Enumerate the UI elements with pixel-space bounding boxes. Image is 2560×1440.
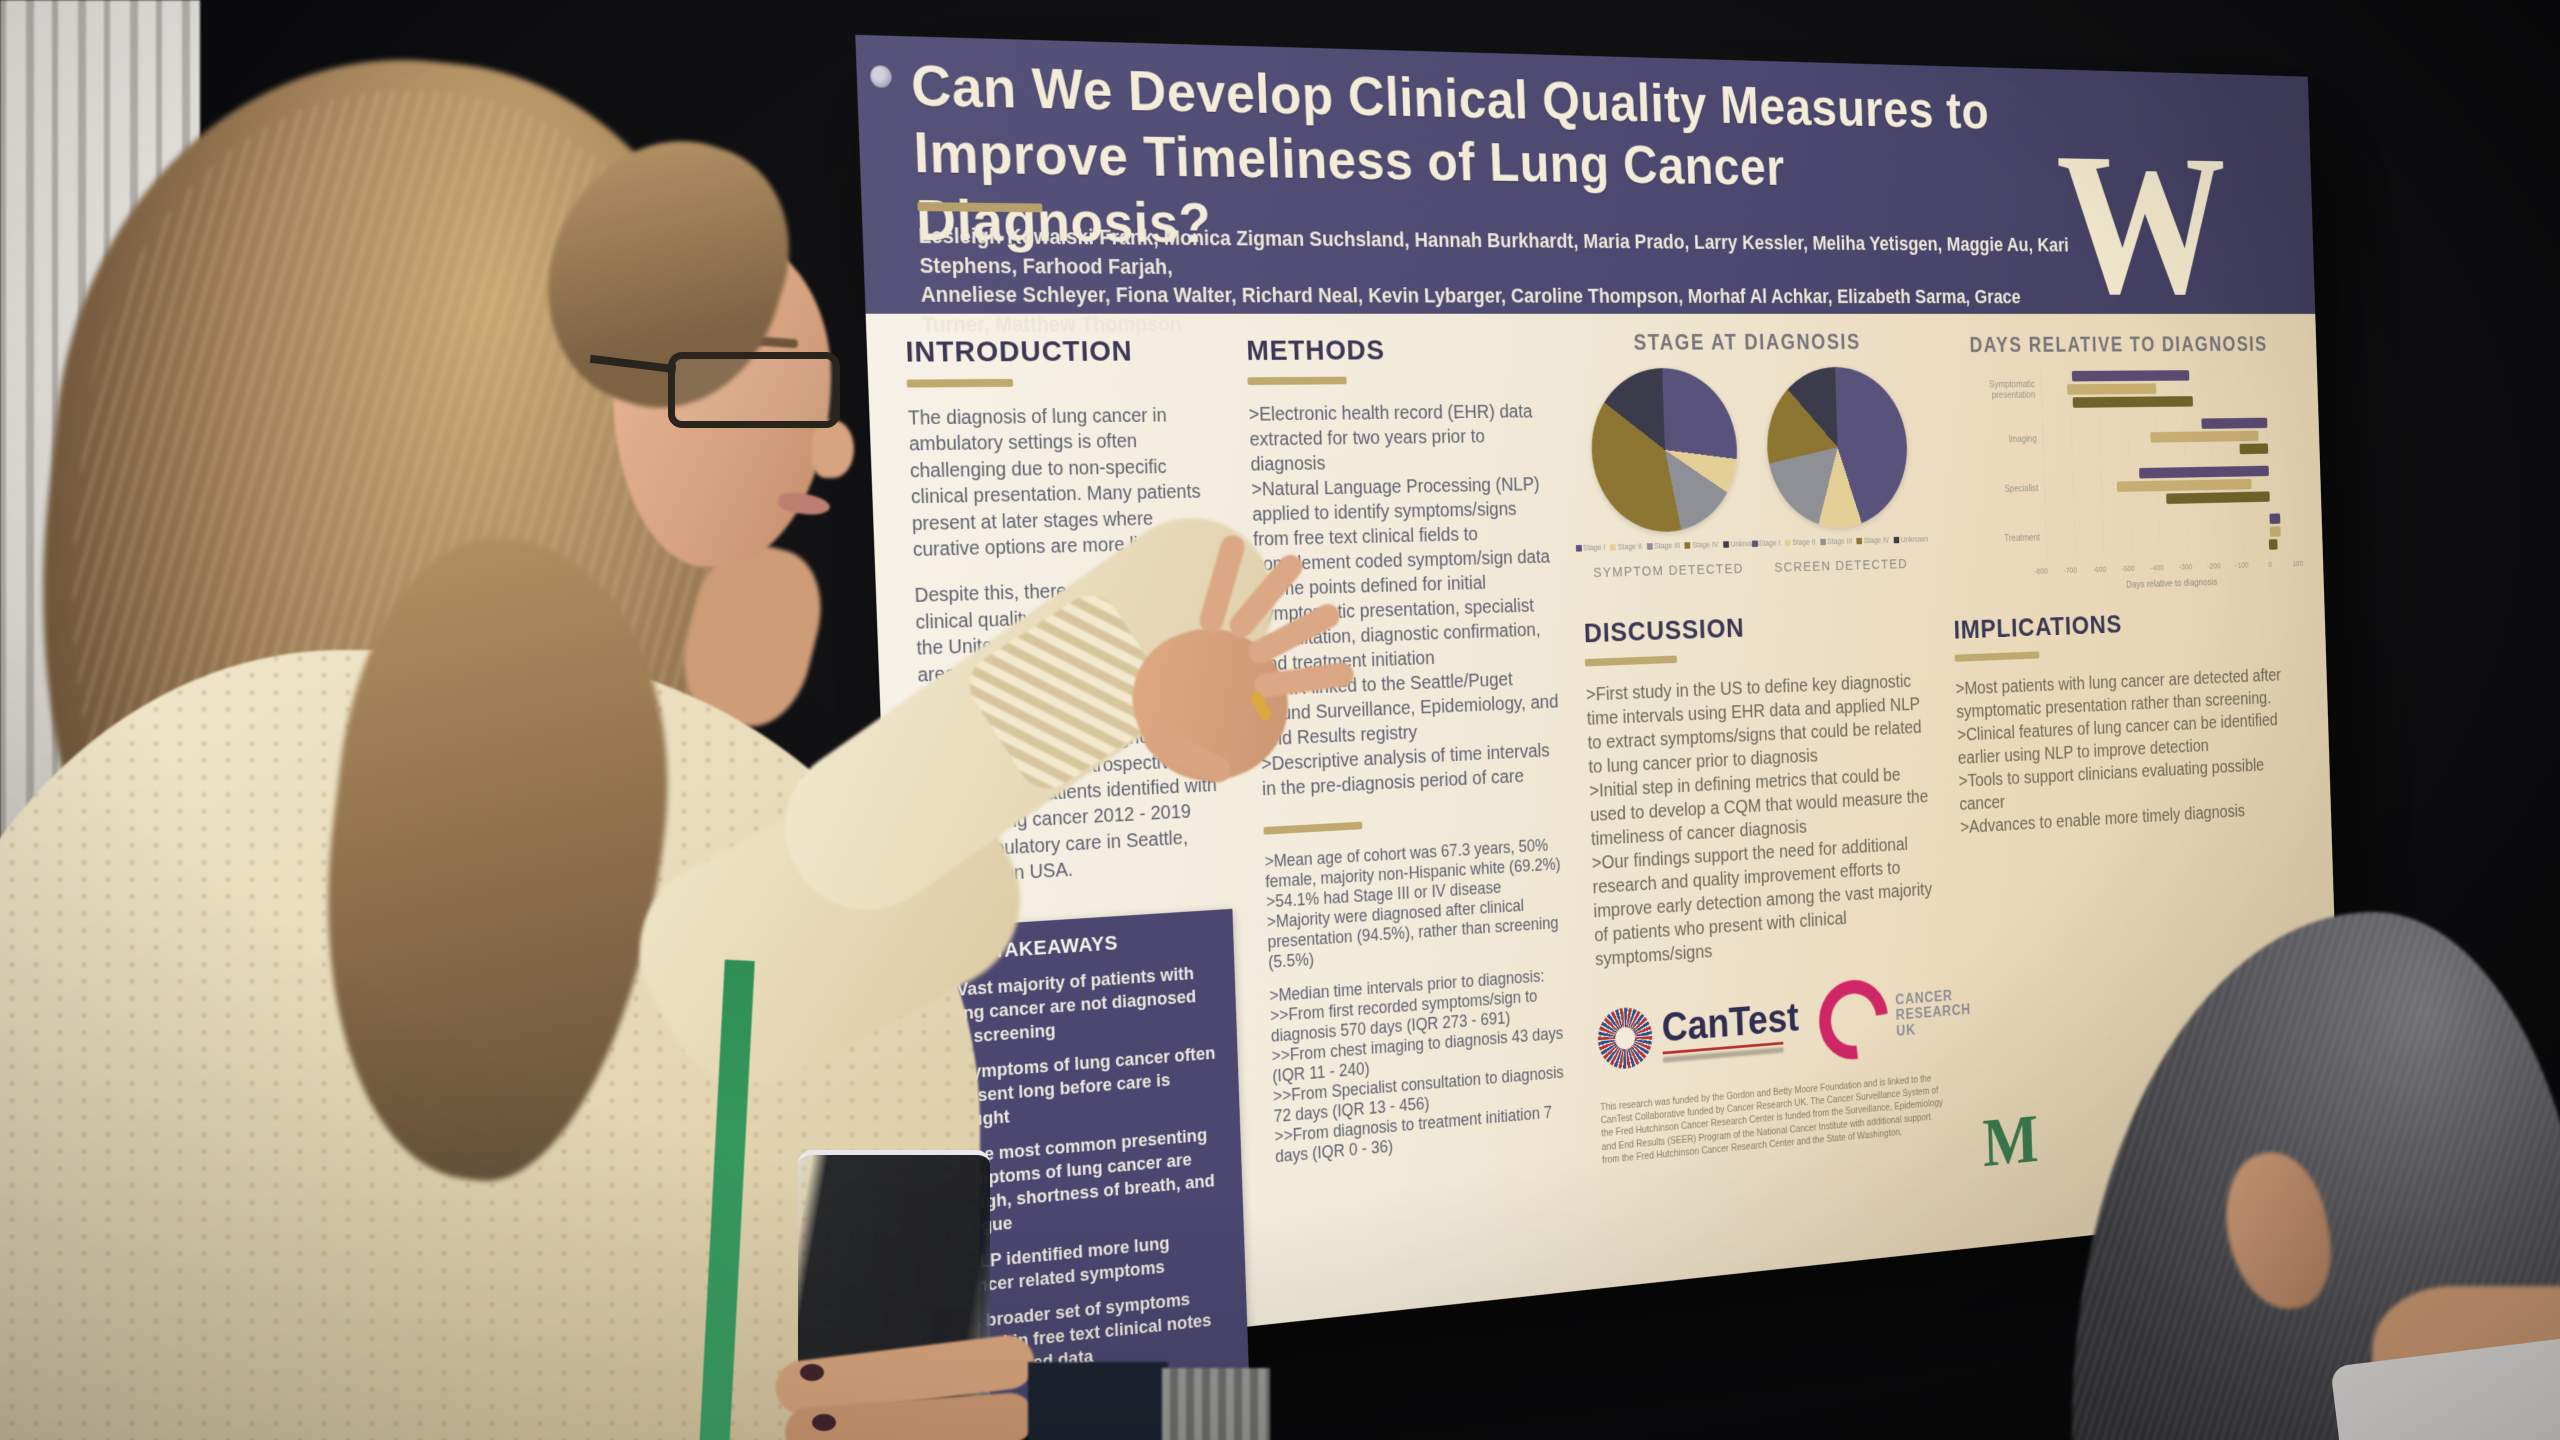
pie-legend-item: Stage IV — [1684, 540, 1719, 550]
gold-divider — [1954, 651, 2040, 662]
university-of-washington-logo: W — [2054, 110, 2232, 337]
cancer-research-uk-logo: CANCER RESEARCH UK — [1805, 964, 1972, 1075]
axis-tick-label: -600 — [2092, 564, 2107, 574]
range-bar-purple — [2201, 417, 2268, 429]
pie-legend-item: Stage I — [1751, 538, 1781, 548]
cruk-c-icon — [1805, 964, 1902, 1075]
range-bar-tan — [2116, 478, 2252, 493]
discussion-bullet-1: >First study in the US to define key dia… — [1585, 671, 1922, 778]
striped-chair-back — [1162, 1368, 1270, 1440]
moore-foundation-logo: M — [1981, 1099, 2040, 1182]
screen-detected-label: SCREEN DETECTED — [1774, 556, 1908, 576]
cantest-burst-icon — [1596, 1005, 1654, 1071]
range-bar-purple — [2071, 370, 2190, 382]
axis-tick-label: 100 — [2292, 559, 2304, 568]
discussion-heading: DISCUSSION — [1583, 612, 1745, 649]
key-takeaway-2: >Symptoms of lung cancer often present l… — [949, 1042, 1216, 1132]
days-chart-category-label: Imaging — [2008, 433, 2037, 445]
results-gold-divider — [1263, 821, 1363, 835]
funding-statement: This research was funded by the Gordon a… — [1600, 1073, 1944, 1166]
title-gold-divider — [917, 202, 1043, 213]
pie-legend-item: Stage III — [1646, 541, 1680, 551]
pie-legend-item: Stage IV — [1856, 535, 1889, 545]
pie-legend-item: Stage II — [1785, 537, 1816, 547]
symptom-detected-label: SYMPTOM DETECTED — [1592, 560, 1744, 581]
pie-legend: Stage I Stage II Stage III Stage IV Unknown — [1751, 534, 1928, 548]
presenter-glasses — [668, 352, 840, 428]
axis-tick-label: -300 — [2178, 562, 2193, 572]
range-bar-purple — [2138, 465, 2270, 479]
range-bar-olive — [2072, 396, 2193, 408]
fingernail — [812, 1414, 836, 1431]
pie-legend-item: Stage I — [1575, 543, 1606, 553]
methods-heading: METHODS — [1245, 334, 1386, 367]
days-relative-chart: Symptomatic presentation Imaging Specialis… — [1945, 367, 2303, 596]
axis-tick-label: -100 — [2235, 560, 2249, 570]
screen-detected-pie-chart — [1764, 366, 1910, 530]
range-bar-tan — [2270, 526, 2281, 537]
range-bar-tan — [2066, 383, 2157, 395]
implications-heading: IMPLICATIONS — [1953, 609, 2123, 645]
axis-tick-label: -200 — [2207, 561, 2221, 571]
symptom-detected-pie-wrap: Stage I Stage II Stage III Stage IV Unknown … — [1575, 367, 1759, 581]
poster-header-band: Can We Develop Clinical Quality Measures… — [855, 34, 2316, 337]
methods-bullet-1: >Electronic health record (EHR) data ext… — [1248, 401, 1533, 476]
days-chart-row: Treatment — [1950, 511, 2298, 560]
pie-legend-item: Unknown — [1893, 534, 1928, 544]
gold-divider — [1584, 655, 1678, 667]
days-chart-heading: DAYS RELATIVE TO DIAGNOSIS — [1969, 332, 2268, 357]
range-bar-olive — [2239, 443, 2269, 455]
range-bar-purple — [2269, 513, 2281, 524]
axis-tick-label: -800 — [2034, 566, 2048, 576]
range-bar-tan — [2150, 430, 2259, 443]
cantest-logo: CanTest — [1596, 994, 1800, 1071]
fingernail — [800, 1364, 824, 1381]
pie-legend-item: Stage II — [1610, 542, 1642, 552]
introduction-heading: INTRODUCTION — [905, 335, 1134, 369]
axis-tick-label: 0 — [2268, 559, 2273, 569]
days-chart-plot-area — [2040, 367, 2293, 410]
days-chart-row: Imaging — [1947, 415, 2295, 461]
author-list-line1: Lesleigh Kowalski Frank, Monica Zigman S… — [918, 224, 2069, 279]
poster-pin-icon — [869, 65, 893, 88]
gold-divider — [1247, 376, 1347, 386]
days-chart-category-label: Specialist — [2004, 483, 2039, 495]
days-chart-row: Symptomatic presentation — [1945, 367, 2293, 411]
key-takeaway-1: >Vast majority of patients with lung can… — [946, 962, 1197, 1048]
days-chart-row: Specialist — [1948, 463, 2296, 511]
days-chart-category-label: Symptomatic presentation — [1989, 379, 2036, 401]
methods-results-section: METHODS >Electronic health record (EHR) … — [1246, 334, 1575, 1167]
gold-divider — [906, 378, 1014, 388]
range-bar-olive — [2166, 491, 2271, 504]
screen-detected-pie-wrap: Stage I Stage II Stage III Stage IV Unknown … — [1751, 366, 1928, 576]
range-bar-olive — [2268, 539, 2278, 550]
audience-shoulder — [1028, 1362, 1168, 1440]
stage-at-diagnosis-heading: STAGE AT DIAGNOSIS — [1633, 330, 1861, 355]
axis-tick-label: -400 — [2150, 563, 2164, 573]
axis-tick-label: -500 — [2121, 563, 2136, 574]
days-chart-rows: Symptomatic presentation Imaging Specialis… — [1945, 367, 2298, 561]
axis-tick-label: -700 — [2063, 565, 2078, 575]
key-takeaway-3: >The most common presenting symptoms of … — [952, 1124, 1216, 1238]
days-chart-plot-area — [2045, 511, 2298, 558]
stage-pie-charts: Stage I Stage II Stage III Stage IV Unknown … — [1575, 366, 1928, 582]
days-implications-section: DAYS RELATIVE TO DIAGNOSIS Symptomatic p… — [1944, 333, 2306, 840]
stage-discussion-section: STAGE AT DIAGNOSIS Stage I Stage II Stage … — [1574, 330, 1971, 1177]
days-chart-category-label: Treatment — [2004, 532, 2041, 544]
funder-logos: CanTest CANCER RESEARCH UK — [1596, 964, 1971, 1081]
presenter-nose — [812, 420, 854, 478]
pie-legend: Stage I Stage II Stage III Stage IV Unknown — [1575, 539, 1759, 553]
symptom-detected-pie-chart — [1588, 367, 1740, 534]
days-chart-plot-area — [2042, 415, 2295, 460]
author-list: Lesleigh Kowalski Frank, Monica Zigman S… — [918, 222, 2077, 340]
pie-legend-item: Stage III — [1820, 536, 1852, 546]
days-chart-plot-area — [2043, 463, 2296, 509]
discussion-bullet-3: >Our findings support the need for addit… — [1591, 834, 1933, 971]
